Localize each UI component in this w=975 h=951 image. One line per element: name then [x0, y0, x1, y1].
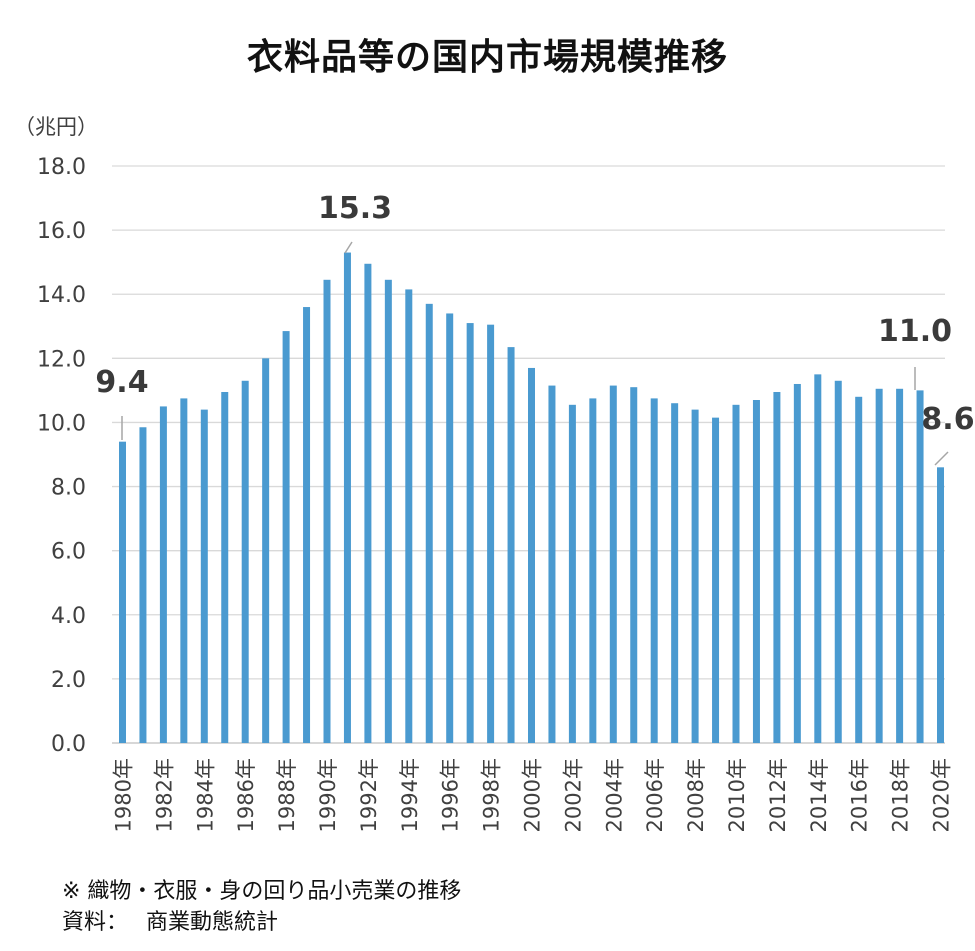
- bar: [323, 279, 331, 743]
- bar: [855, 396, 863, 743]
- x-tick-label: 2016年: [848, 758, 872, 832]
- y-tick-label: 16.0: [37, 219, 86, 244]
- x-tick-label: 2018年: [889, 758, 913, 832]
- bar: [568, 404, 576, 743]
- data-label-leader: [934, 451, 949, 466]
- bar: [752, 400, 760, 743]
- x-tick-label: 1984年: [193, 758, 217, 832]
- bar: [814, 374, 822, 743]
- data-labels: 9.4 15.3 11.0 8.6: [95, 191, 975, 466]
- bar: [384, 279, 392, 743]
- y-tick-label: 14.0: [37, 283, 86, 308]
- bar: [916, 390, 924, 743]
- note-scope: ※ 織物・衣服・身の回り品小売業の推移: [62, 879, 462, 904]
- chart-title: 衣料品等の国内市場規模推移: [246, 37, 728, 78]
- x-tick-label: 2004年: [602, 758, 626, 832]
- x-tick-label: 2000年: [521, 758, 545, 832]
- y-tick-label: 12.0: [37, 347, 86, 372]
- y-tick-label: 10.0: [37, 411, 86, 436]
- y-tick-label: 18.0: [37, 155, 86, 180]
- bar: [446, 313, 454, 743]
- chart-notes: ※ 織物・衣服・身の回り品小売業の推移 資料： 商業動態統計: [62, 876, 461, 938]
- bar: [303, 307, 311, 743]
- y-tick-label: 4.0: [51, 604, 86, 629]
- x-tick-label: 2002年: [561, 758, 585, 832]
- bar: [425, 303, 433, 743]
- y-tick-label: 8.0: [51, 476, 86, 501]
- bar: [589, 398, 597, 743]
- bar: [200, 409, 208, 743]
- bar: [119, 441, 126, 743]
- bar: [487, 324, 495, 743]
- data-label: 15.3: [318, 191, 392, 226]
- bar: [671, 403, 679, 743]
- bar: [159, 406, 167, 743]
- data-label: 9.4: [95, 365, 148, 400]
- x-tick-label: 2006年: [643, 758, 667, 832]
- bar: [609, 385, 617, 743]
- y-tick-label: 0.0: [51, 732, 86, 757]
- x-tick-label: 1986年: [234, 758, 258, 832]
- x-tick-label: 1988年: [275, 758, 299, 832]
- bar: [712, 417, 720, 743]
- data-label-leader: [344, 241, 353, 254]
- x-tick-label: 1992年: [357, 758, 381, 832]
- bar: [466, 323, 474, 743]
- data-label: 8.6: [921, 402, 974, 437]
- x-axis-ticks: 1980年 1982年 1984年 1986年 1988年 1990年 1992年 1994年…: [112, 758, 954, 832]
- bar: [937, 467, 944, 743]
- y-tick-label: 6.0: [51, 540, 86, 565]
- bar: [282, 331, 290, 743]
- y-tick-label: 2.0: [51, 668, 86, 693]
- bar: [343, 252, 351, 744]
- y-axis-ticks: 0.0 2.0 4.0 6.0 8.0 10.0 12.0 14.0 16.0 18.0: [37, 155, 86, 757]
- x-tick-label: 2020年: [930, 758, 954, 832]
- bar: [405, 289, 413, 743]
- x-tick-label: 2012年: [766, 758, 790, 832]
- bar: [364, 263, 372, 743]
- bar: [691, 409, 699, 743]
- bar: [896, 388, 904, 743]
- x-tick-label: 2014年: [807, 758, 831, 832]
- x-tick-label: 2010年: [725, 758, 749, 832]
- x-tick-label: 1982年: [152, 758, 176, 832]
- bar: [507, 347, 515, 743]
- bar: [630, 387, 638, 743]
- x-tick-label: 1990年: [316, 758, 340, 832]
- x-tick-label: 1980年: [112, 758, 136, 832]
- bar: [650, 398, 658, 743]
- note-source: 資料： 商業動態統計: [62, 910, 278, 935]
- bar: [834, 380, 842, 743]
- bar: [548, 385, 556, 743]
- bar: [139, 427, 147, 743]
- x-tick-label: 1994年: [398, 758, 422, 832]
- y-axis-unit-label: （兆円）: [14, 115, 98, 139]
- x-tick-label: 1998年: [480, 758, 504, 832]
- bar: [528, 367, 535, 743]
- bar: [773, 391, 781, 743]
- bar: [732, 404, 740, 743]
- bar: [875, 388, 883, 743]
- bars: [119, 252, 944, 744]
- bar: [221, 391, 229, 743]
- x-tick-label: 2008年: [684, 758, 708, 832]
- bar: [262, 358, 270, 743]
- bar: [793, 383, 801, 743]
- x-tick-label: 1996年: [439, 758, 463, 832]
- bar: [180, 398, 188, 743]
- bar: [241, 380, 249, 743]
- bar-chart: 0.0 2.0 4.0 6.0 8.0 10.0 12.0 14.0 16.0 18.0 1980…: [14, 115, 975, 832]
- data-label: 11.0: [878, 314, 952, 349]
